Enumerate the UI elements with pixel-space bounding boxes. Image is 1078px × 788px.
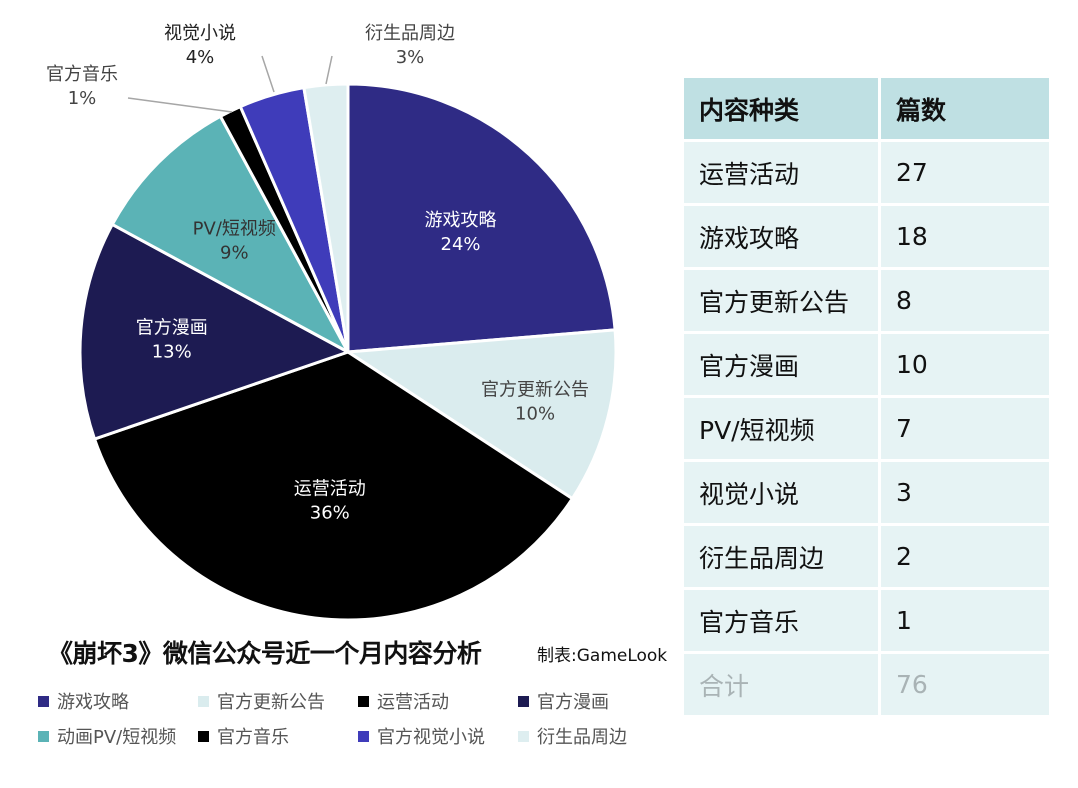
table-header-row: 内容种类 篇数 [684,78,1049,139]
legend-item: 官方漫画 [518,688,658,714]
slice-percent: 3% [396,47,425,68]
legend-item: 动画PV/短视频 [38,723,198,749]
legend-swatch [38,695,49,707]
legend-label: 官方音乐 [217,727,289,748]
table-row: 官方更新公告 8 [684,270,1049,331]
pie-slice [346,82,617,354]
slice-percent: 10% [515,403,555,424]
chart-title: 《崩坏3》微信公众号近一个月内容分析 [48,639,482,668]
table-row: 官方漫画 10 [684,334,1049,395]
leader-line [261,55,275,93]
pie-chart: 游戏攻略 24% 官方更新公告 10% 运营活动 36% 官方漫画 13% PV/短视频 9% 官方… [46,23,618,622]
legend-item: 官方视觉小说 [358,723,518,749]
slice-label: 衍生品周边 [365,23,455,44]
legend-label: 动画PV/短视频 [57,727,177,748]
pie-slice [110,114,352,356]
table-cell-count: 3 [881,462,1049,523]
pie-slice [343,328,618,501]
table-cell-count: 18 [881,206,1049,267]
legend-swatch [358,695,369,707]
legend-label: 官方漫画 [537,692,609,713]
table-total-value: 76 [881,654,1049,715]
table-cell-category: 运营活动 [684,142,878,203]
legend-label: 运营活动 [377,692,449,713]
table-row: PV/短视频 7 [684,398,1049,459]
table-cell-count: 8 [881,270,1049,331]
slice-percent: 4% [186,47,215,68]
table-row: 运营活动 27 [684,142,1049,203]
table-cell-category: 官方音乐 [684,590,878,651]
slice-percent: 36% [310,502,350,523]
slice-label: 官方更新公告 [481,379,589,400]
slice-percent: 13% [152,341,192,362]
legend-label: 官方更新公告 [217,692,325,713]
pie-slice [92,350,575,622]
chart-credit: 制表:GameLook [537,646,668,666]
legend-item: 运营活动 [358,688,518,714]
slice-label: 视觉小说 [164,23,236,44]
table-total-row: 合计 76 [684,654,1049,715]
slice-label: 官方音乐 [46,64,118,85]
slice-label: 游戏攻略 [425,210,497,231]
legend-item: 官方音乐 [198,723,358,749]
legend-swatch [38,730,49,742]
legend-item: 官方更新公告 [198,688,358,714]
table-row: 衍生品周边 2 [684,526,1049,587]
table-row: 游戏攻略 18 [684,206,1049,267]
table-total-label: 合计 [684,654,878,715]
table-cell-count: 10 [881,334,1049,395]
table-cell-count: 27 [881,142,1049,203]
slice-percent: 9% [220,242,249,263]
content-table: 内容种类 篇数 运营活动 27 游戏攻略 18 官方更新公告 8 官方漫画 10 PV/短视频 7… [684,78,1049,718]
table-cell-count: 1 [881,590,1049,651]
leader-line [325,55,333,85]
table-cell-count: 2 [881,526,1049,587]
slice-label: PV/短视频 [193,218,276,239]
table-cell-category: 官方漫画 [684,334,878,395]
table-header-category: 内容种类 [684,78,878,139]
legend-swatch [198,695,209,707]
slice-label: 官方漫画 [136,317,208,338]
legend-swatch [518,730,529,742]
legend-label: 衍生品周边 [537,727,627,748]
table-cell-category: PV/短视频 [684,398,878,459]
table-header-count: 篇数 [881,78,1049,139]
table-row: 视觉小说 3 [684,462,1049,523]
table-cell-category: 视觉小说 [684,462,878,523]
table-row: 官方音乐 1 [684,590,1049,651]
table-cell-category: 游戏攻略 [684,206,878,267]
slice-percent: 24% [441,234,481,255]
legend-label: 官方视觉小说 [377,727,485,748]
chart-legend: 游戏攻略 官方更新公告 运营活动 官方漫画动画PV/短视频 官方音乐 官方视觉小说 衍生品周… [38,688,658,749]
table-cell-count: 7 [881,398,1049,459]
slice-percent: 1% [68,88,97,109]
slice-label: 运营活动 [294,478,366,499]
pie-slice [78,222,352,441]
legend-item: 衍生品周边 [518,723,658,749]
pie-slice [302,82,350,353]
legend-swatch [358,730,369,742]
legend-swatch [518,695,529,707]
table-cell-category: 官方更新公告 [684,270,878,331]
legend-item: 游戏攻略 [38,688,198,714]
legend-label: 游戏攻略 [57,692,129,713]
table-cell-category: 衍生品周边 [684,526,878,587]
leader-line [127,97,233,113]
legend-swatch [198,730,209,742]
